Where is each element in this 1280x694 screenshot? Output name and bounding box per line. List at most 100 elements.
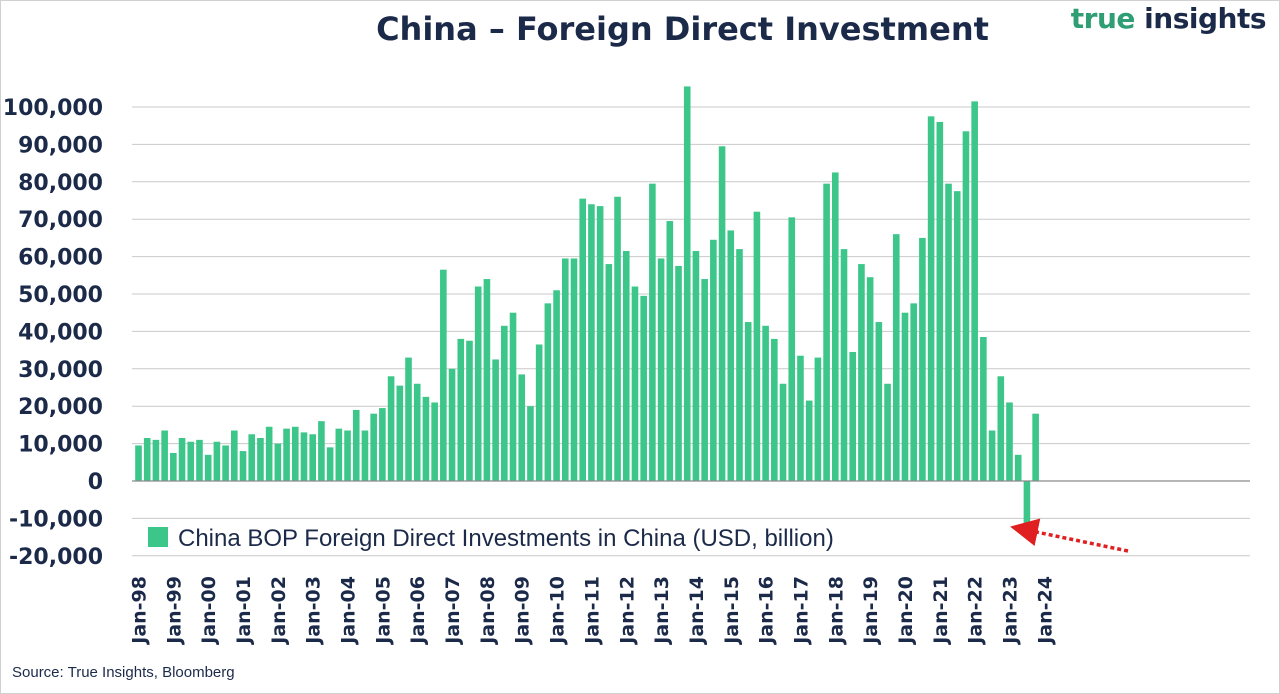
bar <box>666 221 674 481</box>
bar <box>300 432 308 481</box>
legend-swatch <box>148 527 168 547</box>
x-tick-label: Jan-16 <box>756 576 778 646</box>
x-tick-label: Jan-08 <box>477 576 499 646</box>
y-tick-label: 80,000 <box>18 171 103 196</box>
bar <box>622 250 630 481</box>
source-note: Source: True Insights, Bloomberg <box>12 664 235 681</box>
bar <box>936 121 944 482</box>
logo-word-true: true <box>1070 2 1136 35</box>
bar <box>953 191 961 481</box>
x-tick-label: Jan-98 <box>129 576 151 646</box>
bar <box>379 408 386 481</box>
bar <box>161 430 168 481</box>
bar <box>814 357 822 481</box>
bar <box>919 237 926 481</box>
bar <box>797 355 804 481</box>
x-tick-label: Jan-03 <box>303 576 325 646</box>
bar <box>535 344 543 481</box>
bar <box>222 445 229 481</box>
bar <box>1006 402 1013 481</box>
bar <box>387 376 395 481</box>
bar <box>788 217 796 481</box>
y-tick-label: 50,000 <box>18 283 103 308</box>
gridlines <box>132 106 1250 557</box>
bar <box>231 430 238 481</box>
bar <box>466 340 473 481</box>
bar <box>884 383 891 481</box>
x-tick-label: Jan-09 <box>512 576 534 646</box>
bar <box>710 239 717 481</box>
bar <box>265 426 273 481</box>
bar <box>405 357 412 481</box>
bar <box>962 131 970 481</box>
bar <box>196 439 203 481</box>
bar <box>396 385 404 481</box>
bar <box>422 396 430 481</box>
x-tick-label: Jan-21 <box>930 576 952 646</box>
bar <box>553 290 560 481</box>
bar <box>352 409 360 481</box>
x-tick-label: Jan-13 <box>651 576 673 646</box>
x-tick-label: Jan-19 <box>860 576 882 646</box>
bar <box>945 183 952 482</box>
x-tick-label: Jan-12 <box>616 576 638 646</box>
x-tick-label: Jan-23 <box>1000 576 1022 646</box>
x-axis-tick-labels: Jan-98 Jan-99 Jan-00 Jan-01 Jan-02 Jan-03 Jan-… <box>129 576 1057 646</box>
bar <box>457 338 465 481</box>
bar <box>901 312 909 481</box>
legend-label: China BOP Foreign Direct Investments in … <box>178 525 834 552</box>
bar <box>326 447 334 481</box>
bar <box>823 183 830 482</box>
y-tick-label: 90,000 <box>18 133 103 158</box>
bar <box>501 325 508 481</box>
bar <box>509 312 517 481</box>
legend: China BOP Foreign Direct Investments in … <box>148 525 834 552</box>
bar <box>239 451 247 481</box>
bar <box>318 421 325 481</box>
y-tick-label: 70,000 <box>18 208 103 233</box>
x-tick-label: Jan-20 <box>895 576 917 646</box>
chart-title: China – Foreign Direct Investment <box>376 10 989 48</box>
bar <box>614 196 621 481</box>
bar <box>849 351 857 481</box>
red-dotted-arrow <box>1010 518 1129 553</box>
y-tick-label: -20,000 <box>9 545 103 570</box>
bar <box>518 374 526 481</box>
bar <box>561 258 569 481</box>
bar <box>980 337 987 481</box>
bar <box>631 286 639 481</box>
bar <box>718 146 726 481</box>
x-tick-label: Jan-15 <box>721 576 743 646</box>
bar <box>440 269 447 481</box>
bar <box>832 172 839 481</box>
y-tick-label: 40,000 <box>18 320 103 345</box>
bars <box>135 86 1039 526</box>
bar <box>283 428 290 481</box>
y-axis-tick-labels: -20,000 -10,000 0 10,000 20,000 30,000 40,000 5… <box>3 96 103 570</box>
bar <box>858 264 865 481</box>
true-insights-logo: true insights <box>1070 2 1267 35</box>
bar <box>143 437 151 481</box>
x-tick-label: Jan-06 <box>407 576 429 646</box>
bar <box>170 452 177 481</box>
bar <box>657 258 665 481</box>
bar <box>753 211 761 481</box>
y-tick-label: 100,000 <box>3 96 103 121</box>
x-tick-label: Jan-10 <box>547 576 569 646</box>
logo-word-insights: insights <box>1144 2 1266 35</box>
bar <box>335 428 343 481</box>
bar <box>840 249 848 481</box>
bar <box>492 359 499 481</box>
bar <box>1023 481 1031 526</box>
x-tick-label: Jan-24 <box>1034 576 1056 646</box>
bar <box>248 434 256 481</box>
bar <box>771 338 778 481</box>
bar <box>187 441 195 481</box>
bar <box>596 206 604 482</box>
bar <box>135 445 142 481</box>
x-tick-label: Jan-05 <box>372 576 394 646</box>
y-tick-label: 30,000 <box>18 358 103 383</box>
bar <box>152 439 160 481</box>
bar <box>291 426 299 481</box>
x-tick-label: Jan-01 <box>233 576 255 646</box>
